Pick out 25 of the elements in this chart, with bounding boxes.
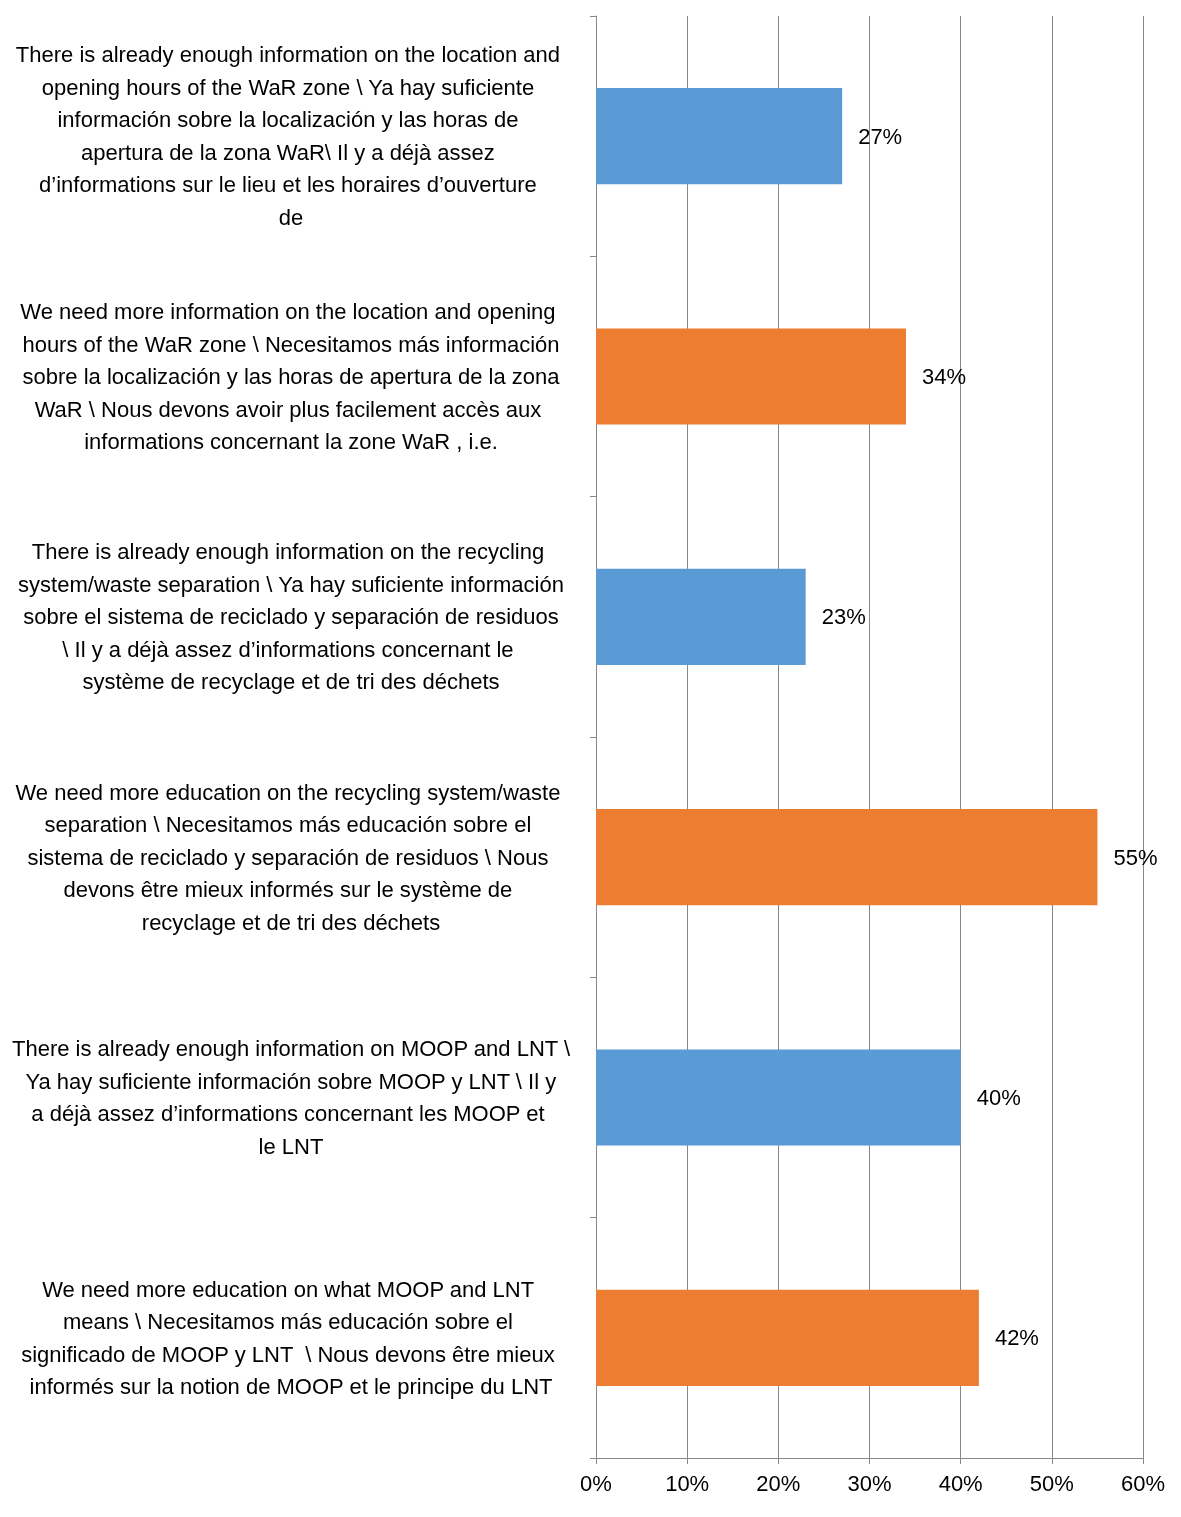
- data-label: 40%: [976, 1085, 1021, 1110]
- bar: [596, 1289, 979, 1386]
- x-tick-label: 40%: [938, 1470, 983, 1496]
- y-tick-label: There is already enough information on MOOP and LNT \ Ya hay suficiente información sobre MOOP y LNT \ Il y a déjà assez d’informations concernant les MOOP et le LNT: [11, 1036, 571, 1159]
- bar: [596, 88, 843, 185]
- data-label: 27%: [858, 123, 903, 149]
- y-tick-label: There is already enough information on the location and opening hours of the WaR zone \ Ya hay suficiente información sobre la localización y las horas de apertura de la zona WaR\ Il y a déjà assez d’informations sur le lieu et les horaires d’ouverture de: [15, 42, 567, 230]
- y-tick-label: There is already enough information on the recycling system/waste separation \ Ya hay suficiente información sobre el sistema de reciclado y separación de residuos \ Il y a déjà assez d’informations concernant le système de recyclage et de tri des déchets: [17, 539, 565, 695]
- x-tick-label: 10%: [665, 1470, 710, 1496]
- x-tick-label: 30%: [847, 1470, 892, 1496]
- bar: [596, 328, 906, 425]
- y-tick-label: We need more information on the location and opening hours of the WaR zone \ Necesitamos más información sobre la localización y las horas de apertura de la zona WaR \ Nous devons avoir plus facilement accès aux informations concernant la zone WaR , i.e.: [16, 299, 566, 454]
- x-tick-label: 60%: [1120, 1470, 1166, 1496]
- bar: [596, 1049, 961, 1146]
- x-tick-label: 0%: [580, 1470, 612, 1496]
- y-tick-label: We need more education on the recycling system/waste separation \ Necesitamos más educación sobre el sistema de reciclado y separación de residuos \ Nous devons être mieux informés sur le système de recyclage et de tri des déchets: [15, 779, 567, 935]
- x-tick-label: 50%: [1029, 1470, 1074, 1496]
- data-label: 34%: [921, 364, 967, 389]
- y-tick-label: We need more education on what MOOP and LNT means \ Necesitamos más educación sobre el significado de MOOP y LNT \ Nous devons être mieux informés sur la notion de MOOP et le principe du LNT: [21, 1276, 561, 1400]
- x-tick-label: 20%: [756, 1470, 801, 1496]
- bar: [596, 809, 1098, 906]
- data-label: 42%: [994, 1325, 1039, 1351]
- data-label: 23%: [821, 604, 866, 630]
- bar: [596, 568, 806, 665]
- data-label: 55%: [1113, 844, 1158, 870]
